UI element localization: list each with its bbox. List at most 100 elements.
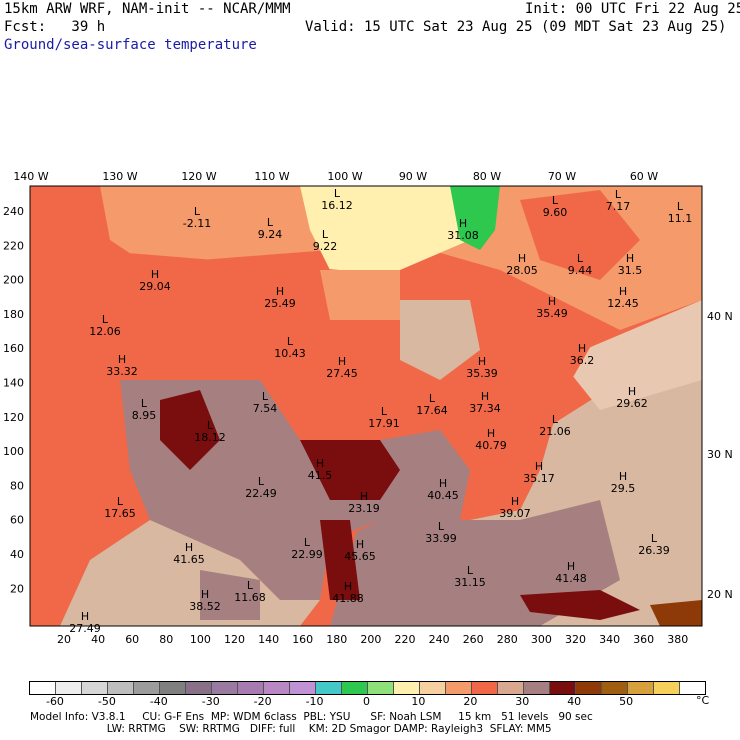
y-axis-label: 220 <box>3 239 24 252</box>
y-axis-label: 160 <box>3 342 24 355</box>
marker-value: 21.06 <box>539 425 571 438</box>
high-marker: H <box>356 538 364 551</box>
marker-value: 39.07 <box>499 507 531 520</box>
marker-value: 28.05 <box>506 264 538 277</box>
marker-value: 35.49 <box>536 307 568 320</box>
colorbar-tick-label: 20 <box>463 695 478 708</box>
high-marker: H <box>151 268 159 281</box>
marker-value: 35.39 <box>466 367 498 380</box>
colorbar-tick-label: 50 <box>619 695 634 708</box>
marker-value: 33.32 <box>106 365 138 378</box>
marker-value: 27.45 <box>326 367 358 380</box>
model-info-line1: Model Info: V3.8.1 CU: G-F Ens MP: WDM 6… <box>30 711 593 723</box>
green-patch <box>450 186 500 250</box>
x-axis-label: 220 <box>395 633 416 646</box>
high-marker: H <box>518 252 526 265</box>
colorbar-tick-label: -30 <box>201 695 220 708</box>
marker-value: 23.19 <box>348 502 380 515</box>
marker-value: 25.49 <box>264 297 296 310</box>
high-marker: H <box>511 495 519 508</box>
colorbar <box>29 681 706 695</box>
x-axis-label: 360 <box>633 633 654 646</box>
low-marker: L <box>429 392 436 405</box>
marker-value: 12.45 <box>607 297 639 310</box>
high-marker: H <box>487 427 495 440</box>
low-marker: L <box>552 413 559 426</box>
marker-value: 17.64 <box>416 404 448 417</box>
x-axis-label: 140 <box>258 633 279 646</box>
colorbar-swatch <box>56 682 82 694</box>
colorbar-tick-label: 0 <box>363 695 370 708</box>
marker-value: 22.99 <box>291 548 323 561</box>
x-axis-label: 380 <box>667 633 688 646</box>
high-marker: H <box>316 457 324 470</box>
colorbar-swatch <box>472 682 498 694</box>
x-axis-label: 240 <box>429 633 450 646</box>
colorbar-swatch <box>446 682 472 694</box>
high-marker: H <box>535 460 543 473</box>
lon-label: 80 W <box>473 170 501 183</box>
high-marker: H <box>360 490 368 503</box>
x-axis-label: 340 <box>599 633 620 646</box>
low-marker: L <box>577 252 584 265</box>
low-marker: L <box>322 228 329 241</box>
x-axis-label: 40 <box>91 633 105 646</box>
high-marker: H <box>567 560 575 573</box>
colorbar-swatch <box>654 682 680 694</box>
high-marker: H <box>481 390 489 403</box>
lon-label: 100 W <box>327 170 362 183</box>
valid-time: Valid: 15 UTC Sat 23 Aug 25 (09 MDT Sat … <box>305 19 727 35</box>
y-axis-label: 100 <box>3 445 24 458</box>
marker-value: 7.17 <box>606 200 631 213</box>
low-marker: L <box>334 187 341 200</box>
colorbar-tick-label: -10 <box>305 695 324 708</box>
marker-value: 29.5 <box>611 482 636 495</box>
high-marker: H <box>81 610 89 623</box>
marker-value: 40.79 <box>475 439 507 452</box>
low-marker: L <box>194 205 201 218</box>
marker-value: 31.15 <box>454 576 486 589</box>
low-marker: L <box>247 579 254 592</box>
cuba <box>520 590 640 620</box>
high-marker: H <box>619 285 627 298</box>
high-marker: H <box>344 580 352 593</box>
colorbar-tick-label: 40 <box>567 695 582 708</box>
high-marker: H <box>619 470 627 483</box>
colorbar-swatch <box>576 682 602 694</box>
lon-label: 140 W <box>13 170 48 183</box>
marker-value: 37.34 <box>469 402 501 415</box>
lon-label: 90 W <box>399 170 427 183</box>
x-axis-label: 120 <box>224 633 245 646</box>
x-axis-label: 280 <box>497 633 518 646</box>
low-marker: L <box>438 520 445 533</box>
marker-value: 26.39 <box>638 544 670 557</box>
field-name: Ground/sea-surface temperature <box>4 37 257 53</box>
marker-value: 41.65 <box>173 553 205 566</box>
low-marker: L <box>117 495 124 508</box>
colorbar-tick-label: -20 <box>253 695 272 708</box>
x-axis-label: 160 <box>292 633 313 646</box>
lon-label: 110 W <box>254 170 289 183</box>
colorbar-swatch <box>30 682 56 694</box>
high-marker: H <box>201 588 209 601</box>
colorbar-swatch <box>420 682 446 694</box>
x-axis-label: 180 <box>326 633 347 646</box>
marker-value: 7.54 <box>253 402 278 415</box>
marker-value: 9.44 <box>568 264 593 277</box>
colorbar-swatch <box>212 682 238 694</box>
x-axis-label: 260 <box>463 633 484 646</box>
low-marker: L <box>258 475 265 488</box>
y-axis-label: 40 <box>10 548 24 561</box>
low-marker: L <box>262 390 269 403</box>
high-marker: H <box>439 477 447 490</box>
colorbar-swatch <box>108 682 134 694</box>
high-marker: H <box>628 385 636 398</box>
colorbar-swatch <box>498 682 524 694</box>
colorbar-swatch <box>290 682 316 694</box>
low-marker: L <box>677 200 684 213</box>
marker-value: 45.65 <box>344 550 376 563</box>
low-marker: L <box>102 313 109 326</box>
lon-label: 70 W <box>548 170 576 183</box>
y-axis-label: 180 <box>3 308 24 321</box>
